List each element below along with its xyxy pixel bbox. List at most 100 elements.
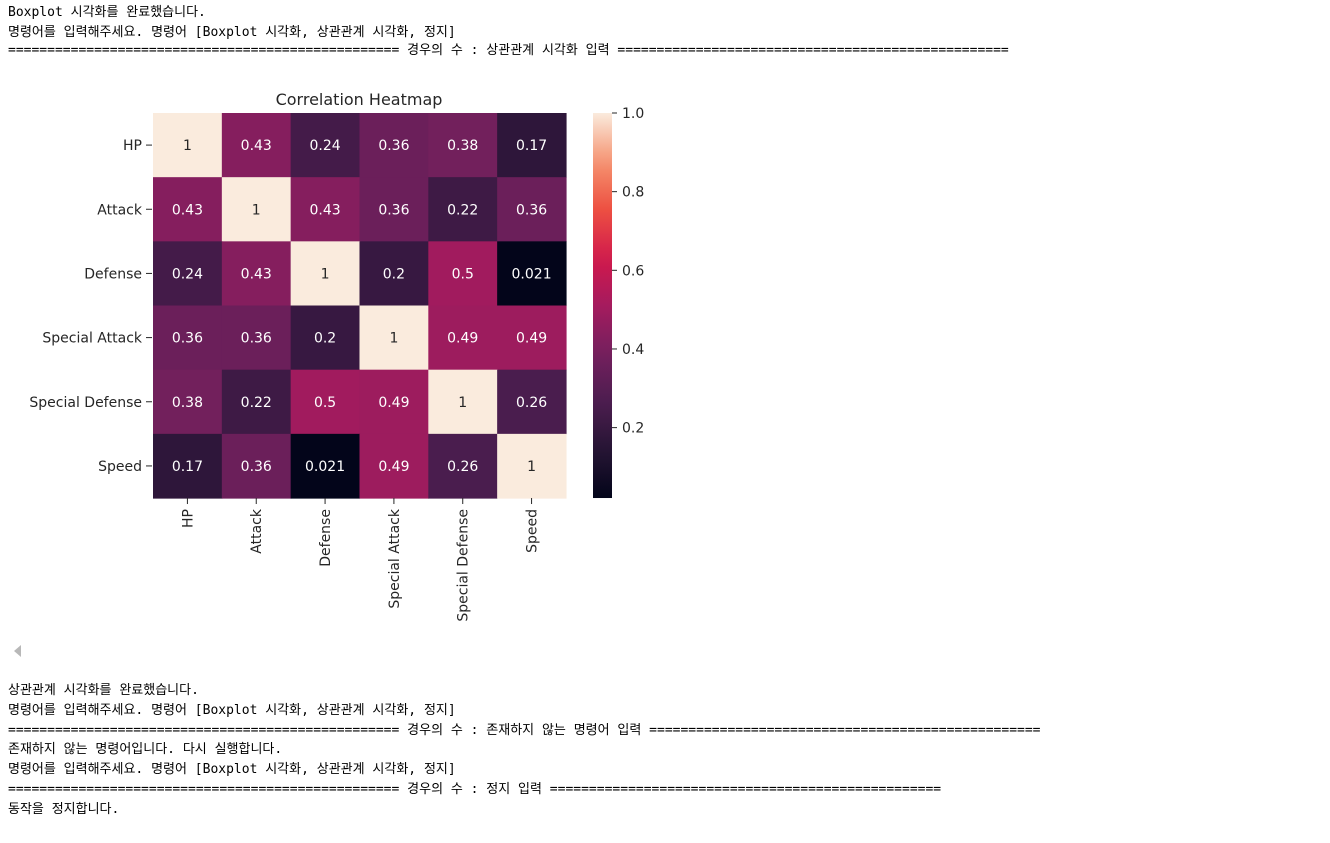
- heatmap-cell: [497, 177, 567, 242]
- heatmap-cell: [153, 113, 223, 178]
- heatmap-cell-label: 0.36: [172, 331, 203, 347]
- output-line-4: 상관관계 시각화를 완료했습니다.: [8, 683, 199, 698]
- heatmap-cell-label: 0.5: [314, 395, 336, 411]
- col-label: Defense: [318, 509, 334, 567]
- heatmap-cell-label: 1: [183, 138, 192, 154]
- heatmap-cell-label: 0.43: [172, 202, 203, 218]
- colorbar-tick-label: 0.4: [622, 342, 644, 358]
- heatmap-cell-label: 0.43: [241, 138, 272, 154]
- heatmap-cell-label: 0.43: [309, 202, 340, 218]
- heatmap-cell-label: 0.36: [378, 138, 409, 154]
- chart-title: Correlation Heatmap: [276, 90, 443, 109]
- heatmap-cell-label: 0.22: [447, 202, 478, 218]
- heatmap-cell-label: 0.38: [447, 138, 478, 154]
- heatmap-cell: [428, 433, 498, 499]
- heatmap-cell: [221, 369, 292, 435]
- row-label: Defense: [84, 266, 142, 282]
- heatmap-cell: [290, 433, 361, 499]
- heatmap-cell-label: 0.021: [512, 266, 552, 282]
- heatmap-cell: [359, 433, 429, 499]
- heatmap-cell-label: 0.26: [447, 459, 478, 475]
- col-label: Special Defense: [456, 509, 472, 622]
- output-line-8: 명령어를 입력해주세요. 명령어 [Boxplot 시각화, 상관관계 시각화,…: [8, 762, 456, 777]
- heatmap-cell-label: 0.24: [172, 266, 203, 282]
- heatmap-cell: [497, 305, 567, 371]
- heatmap-cell: [428, 113, 498, 178]
- heatmap-cell-label: 0.17: [516, 138, 547, 154]
- colorbar: [593, 113, 612, 499]
- heatmap-cell: [359, 305, 429, 371]
- heatmap-cell-label: 1: [252, 202, 261, 218]
- heatmap-cell: [153, 241, 223, 307]
- heatmap-cell: [428, 177, 498, 242]
- heatmap-cell: [221, 113, 292, 178]
- colorbar-tick-label: 0.8: [622, 185, 644, 201]
- heatmap-cell: [153, 305, 223, 371]
- heatmap-cell: [497, 113, 567, 178]
- output-line-2: 명령어를 입력해주세요. 명령어 [Boxplot 시각화, 상관관계 시각화,…: [8, 25, 456, 40]
- scroll-left-icon[interactable]: [14, 645, 21, 657]
- heatmap-cell-label: 0.49: [378, 459, 409, 475]
- heatmap-cell-label: 0.5: [452, 266, 474, 282]
- heatmap-cell: [290, 305, 361, 371]
- heatmap-cell-label: 0.2: [314, 331, 336, 347]
- output-line-10: 동작을 정지합니다.: [8, 802, 120, 817]
- row-label: Special Attack: [42, 331, 142, 347]
- heatmap-cell-label: 0.22: [241, 395, 272, 411]
- heatmap-cell-label: 0.26: [516, 395, 547, 411]
- heatmap-cell: [153, 369, 223, 435]
- heatmap-cell-label: 1: [527, 459, 536, 475]
- heatmap-cell-label: 1: [321, 266, 330, 282]
- correlation-heatmap-figure: Correlation Heatmap 1 0.43 0.24 0.36 0.38 0.1…: [29, 90, 644, 622]
- colorbar-tick-label: 1.0: [622, 106, 644, 122]
- heatmap-cell: [428, 305, 498, 371]
- output-line-3: ========================================…: [8, 43, 1009, 58]
- heatmap-cell-label: 0.36: [241, 459, 272, 475]
- heatmap-cell-label: 0.36: [516, 202, 547, 218]
- row-label: Speed: [98, 459, 142, 475]
- col-label: Attack: [249, 508, 265, 554]
- heatmap-cell-label: 0.2: [383, 266, 405, 282]
- heatmap-cell: [359, 113, 429, 178]
- heatmap-cell-label: 0.24: [309, 138, 340, 154]
- heatmap-cell: [497, 433, 567, 499]
- row-label: Attack: [97, 202, 143, 218]
- output-line-9: ========================================…: [8, 782, 942, 797]
- heatmap-cell-label: 1: [389, 331, 398, 347]
- heatmap-cell-label: 0.17: [172, 459, 203, 475]
- heatmap-cell: [153, 177, 223, 242]
- heatmap-cell: [428, 241, 498, 307]
- heatmap-cell: [359, 369, 429, 435]
- colorbar-tick-label: 0.2: [622, 421, 644, 437]
- row-label: Special Defense: [29, 395, 142, 411]
- heatmap-cell: [153, 433, 223, 499]
- heatmap-cell: [359, 241, 429, 307]
- heatmap-cell: [221, 305, 292, 371]
- heatmap-cell-label: 1: [458, 395, 467, 411]
- heatmap-cell: [221, 241, 292, 307]
- heatmap-cell-label: 0.43: [241, 266, 272, 282]
- heatmap-cell: [290, 177, 361, 242]
- heatmap-cell: [290, 113, 361, 178]
- heatmap-cell-label: 0.38: [172, 395, 203, 411]
- row-label: HP: [123, 138, 142, 154]
- heatmap-cell: [497, 369, 567, 435]
- heatmap-cell: [221, 433, 292, 499]
- output-line-5: 명령어를 입력해주세요. 명령어 [Boxplot 시각화, 상관관계 시각화,…: [8, 703, 456, 718]
- colorbar-tick-label: 0.6: [622, 263, 644, 279]
- heatmap-cell: [497, 241, 567, 307]
- output-line-7: 존재하지 않는 명령어입니다. 다시 실행합니다.: [8, 742, 283, 757]
- heatmap-cell: [221, 177, 292, 242]
- heatmap-cell: [428, 369, 498, 435]
- col-label: Special Attack: [387, 508, 403, 608]
- output-line-6: ========================================…: [8, 723, 1041, 738]
- heatmap-cell-label: 0.49: [516, 331, 547, 347]
- heatmap-cell-label: 0.49: [447, 331, 478, 347]
- col-label: HP: [180, 509, 196, 528]
- heatmap-cell: [290, 369, 361, 435]
- heatmap-cell-label: 0.36: [241, 331, 272, 347]
- col-label: Speed: [525, 509, 541, 553]
- heatmap-cell-label: 0.49: [378, 395, 409, 411]
- heatmap-cell-label: 0.021: [305, 459, 345, 475]
- heatmap-cell: [290, 241, 361, 307]
